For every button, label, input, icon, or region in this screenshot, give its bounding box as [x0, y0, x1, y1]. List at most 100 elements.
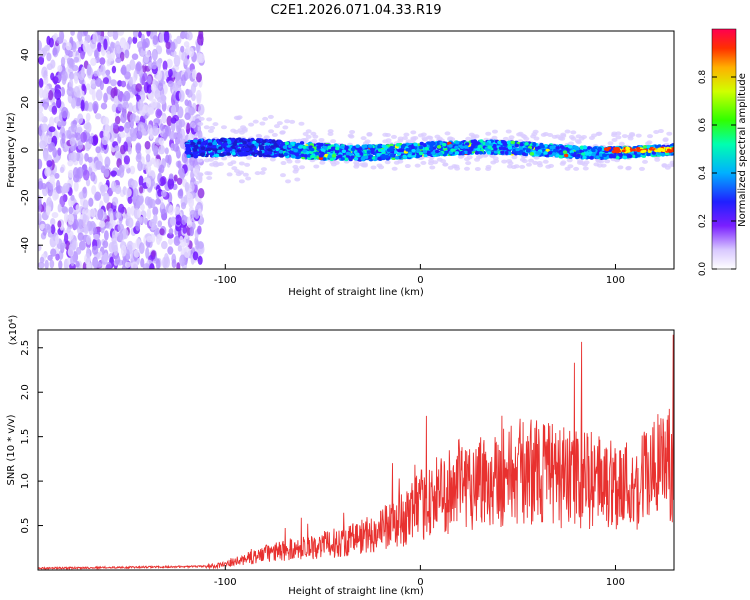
heat-cell — [76, 126, 83, 134]
heat-cell — [60, 56, 66, 67]
heat-cell — [285, 179, 292, 184]
heat-cell — [103, 38, 108, 51]
heat-cell — [95, 160, 103, 171]
heat-cell — [61, 205, 68, 214]
heat-cell — [174, 206, 181, 215]
heat-cell — [135, 143, 142, 154]
heat-cell — [207, 147, 212, 152]
heat-cell — [38, 158, 43, 170]
heat-cell — [555, 146, 560, 150]
heat-cell — [288, 144, 293, 149]
heat-cell — [502, 136, 509, 141]
heat-cell — [386, 148, 392, 152]
heat-cell — [96, 68, 102, 77]
heat-cell — [118, 164, 125, 173]
heat-cell — [436, 136, 443, 141]
heat-cell — [184, 112, 191, 121]
heat-cell — [157, 220, 163, 228]
heat-cell — [501, 159, 508, 164]
heat-cell — [197, 172, 204, 177]
heat-cell — [562, 150, 568, 154]
heat-cell — [131, 242, 136, 251]
heat-cell — [67, 58, 75, 69]
heat-cell — [43, 103, 48, 111]
heat-cell — [68, 206, 74, 214]
heat-cell — [84, 152, 89, 162]
heat-cell — [502, 146, 507, 151]
heat-cell — [51, 105, 58, 115]
heat-cell — [557, 136, 564, 141]
heat-cell — [154, 87, 162, 100]
heat-cell — [418, 145, 424, 150]
heat-cell — [196, 140, 202, 145]
heat-cell — [237, 151, 243, 156]
heat-cell — [428, 146, 434, 151]
heat-cell — [591, 152, 596, 157]
y-tick-label: 1.0 — [20, 473, 31, 489]
heat-cell — [327, 154, 332, 159]
heat-cell — [547, 132, 554, 137]
heat-cell — [181, 152, 188, 164]
heat-cell — [119, 131, 126, 138]
heat-cell — [151, 145, 159, 153]
x-tick-label: -100 — [214, 275, 237, 286]
heat-cell — [103, 230, 109, 241]
heat-cell — [273, 143, 278, 147]
heat-cell — [247, 141, 252, 146]
heat-cell — [124, 261, 131, 268]
heat-cell — [464, 142, 470, 146]
heat-cell — [510, 140, 515, 145]
y-tick-label: -20 — [20, 189, 31, 205]
heat-cell — [185, 67, 191, 79]
heat-cell — [61, 132, 66, 144]
heat-cell — [625, 166, 632, 171]
heat-cell — [276, 121, 283, 126]
heat-cell — [117, 231, 124, 242]
heat-cell — [642, 145, 647, 149]
heat-cell — [238, 143, 244, 148]
heat-cell — [85, 112, 91, 122]
heat-cell — [94, 113, 102, 120]
heat-cell — [581, 152, 586, 156]
heat-cell — [582, 166, 589, 171]
heat-cell — [666, 148, 671, 152]
heat-cell — [322, 157, 327, 161]
heat-cell — [191, 69, 197, 80]
heat-cell — [329, 157, 335, 162]
heat-cell — [653, 130, 660, 135]
heat-cell — [391, 166, 398, 171]
heat-cell — [74, 75, 79, 84]
heat-cell — [170, 41, 176, 53]
heat-cell — [414, 163, 421, 168]
heat-cell — [118, 125, 125, 132]
heat-cell — [559, 145, 565, 149]
heat-cell — [604, 159, 611, 164]
heat-cell — [632, 148, 637, 152]
heat-cell — [130, 132, 137, 142]
heat-cell — [262, 116, 269, 121]
heat-cell — [169, 216, 177, 227]
heat-cell — [542, 159, 549, 164]
heat-cell — [61, 185, 68, 194]
heat-cell — [193, 148, 198, 152]
heat-cell — [167, 154, 172, 165]
heat-cell — [299, 165, 306, 170]
heat-cell — [330, 146, 336, 151]
heat-cell — [39, 140, 47, 150]
heat-cell — [51, 211, 59, 219]
heat-cell — [547, 151, 553, 155]
heat-cell — [55, 253, 60, 261]
heat-cell — [67, 255, 72, 267]
heat-cell — [182, 225, 187, 234]
heat-cell — [142, 38, 147, 51]
heat-cell — [289, 119, 296, 124]
heat-cell — [477, 144, 483, 149]
heat-cell — [303, 154, 308, 158]
heat-cell — [41, 66, 48, 79]
heat-cell — [168, 227, 174, 235]
heat-cell — [506, 164, 513, 169]
heat-cell — [436, 145, 442, 149]
heat-cell — [225, 152, 231, 156]
heat-cell — [600, 163, 607, 168]
heat-cell — [145, 153, 151, 163]
